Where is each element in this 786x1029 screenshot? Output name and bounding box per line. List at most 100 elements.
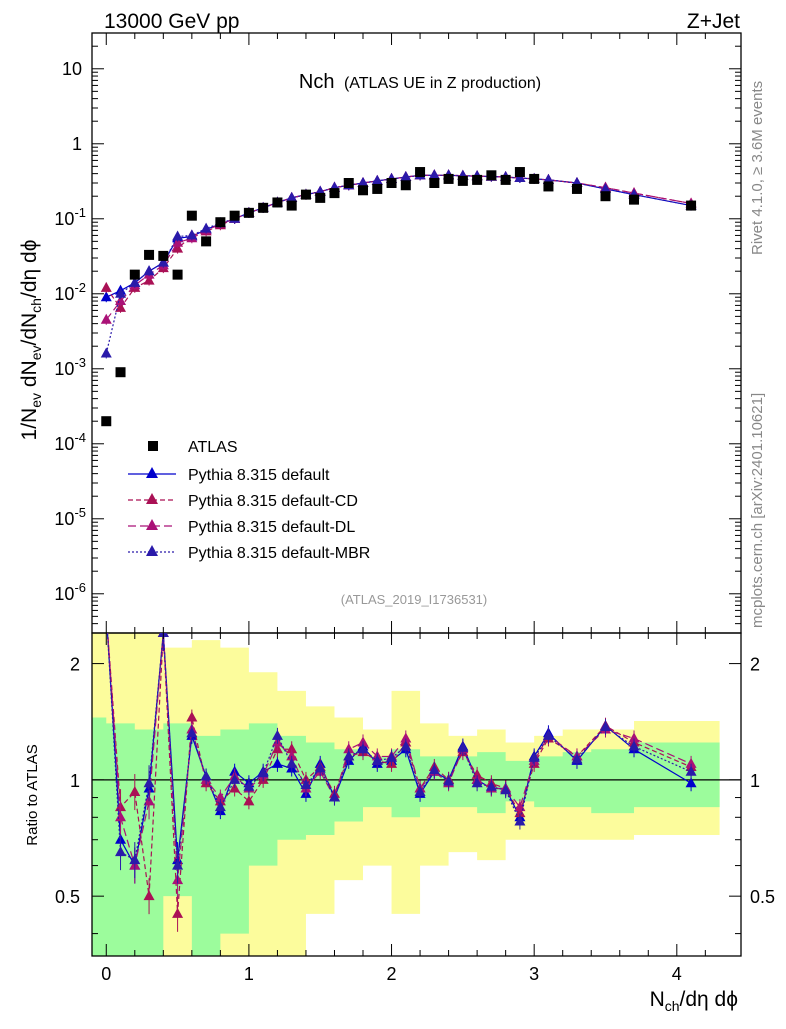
point-atlas bbox=[429, 178, 440, 188]
point-mbr bbox=[157, 256, 169, 267]
y-tick-label-main: 10-3 bbox=[54, 355, 86, 379]
ratio-point-mbr bbox=[457, 741, 469, 752]
point-mbr bbox=[542, 173, 554, 184]
point-mbr bbox=[400, 171, 412, 182]
point-atlas bbox=[115, 367, 126, 378]
point-atlas bbox=[457, 175, 468, 186]
point-cd bbox=[115, 301, 127, 312]
point-mbr bbox=[428, 169, 440, 180]
ratio-point-cd bbox=[186, 711, 198, 722]
point-mbr bbox=[115, 287, 127, 298]
ratio-point-mbr bbox=[685, 765, 697, 776]
point-atlas bbox=[215, 217, 226, 228]
axis-ticks: 0 1 2 3 4 10-6 10-5 10-4 10-3 10-2 10-1 1 10 0.5 0.5 1 1… bbox=[54, 32, 775, 984]
legend-marker-mbr bbox=[146, 545, 158, 556]
ratio-point-mbr bbox=[386, 751, 398, 762]
y-tick-label-main: 10-1 bbox=[54, 205, 86, 229]
ratio-point-dl bbox=[628, 732, 640, 743]
point-mbr bbox=[143, 265, 155, 276]
point-mbr bbox=[286, 191, 298, 202]
point-atlas bbox=[386, 178, 397, 188]
ratio-point-cd bbox=[129, 786, 141, 797]
point-atlas bbox=[629, 194, 640, 205]
point-atlas bbox=[372, 183, 383, 194]
point-atlas bbox=[571, 183, 582, 194]
point-atlas bbox=[358, 185, 369, 196]
ratio-line-mbr bbox=[106, 633, 692, 866]
ratio-point-dl bbox=[115, 811, 127, 822]
point-atlas bbox=[172, 269, 183, 280]
point-atlas bbox=[529, 173, 540, 184]
ratio-point-cd bbox=[101, 607, 112, 617]
point-atlas bbox=[486, 170, 497, 181]
ratio-point-mbr bbox=[528, 751, 540, 762]
point-mbr bbox=[371, 174, 383, 185]
point-atlas bbox=[415, 167, 426, 178]
x-tick-label: 4 bbox=[672, 964, 682, 984]
mcplots-label: mcplots.cern.ch [arXiv:2401.10621] bbox=[749, 393, 766, 628]
y-tick-label-ratio: 2 bbox=[70, 655, 80, 675]
point-atlas bbox=[400, 180, 411, 191]
ratio-point-default bbox=[685, 777, 697, 788]
analysis-id: (ATLAS_2019_I1736531) bbox=[341, 592, 487, 607]
legend-marker-atlas bbox=[148, 441, 158, 451]
ratio-point-dl bbox=[685, 757, 697, 768]
energy-label: 13000 GeV pp bbox=[104, 10, 239, 33]
ratio-point-mbr bbox=[471, 777, 483, 788]
point-default bbox=[100, 291, 112, 302]
ratio-point-mbr bbox=[129, 854, 141, 865]
ratio-point-cd bbox=[243, 795, 255, 806]
point-mbr bbox=[100, 347, 112, 358]
ratio-point-dl bbox=[400, 732, 412, 743]
ratio-line-cd bbox=[107, 633, 692, 914]
ratio-point-mbr bbox=[400, 740, 412, 751]
point-dl bbox=[100, 313, 112, 324]
legend-marker-dl bbox=[146, 519, 158, 530]
ratio-point-dl bbox=[101, 607, 112, 617]
y-tick-label-ratio-right: 0.5 bbox=[750, 887, 775, 907]
ratio-point-mbr bbox=[371, 754, 383, 765]
ratio-point-mbr bbox=[628, 740, 640, 751]
legend-entry-mbr: Pythia 8.315 default-MBR bbox=[128, 545, 370, 562]
point-atlas bbox=[201, 236, 212, 247]
legend-entry-default: Pythia 8.315 default bbox=[128, 467, 330, 484]
point-atlas bbox=[101, 416, 112, 427]
point-atlas bbox=[686, 200, 697, 211]
point-dl bbox=[115, 295, 127, 306]
ratio-point-mbr bbox=[300, 778, 312, 789]
point-atlas bbox=[129, 269, 140, 280]
point-mbr bbox=[200, 222, 212, 233]
point-atlas bbox=[500, 174, 511, 185]
legend-label-dl: Pythia 8.315 default-DL bbox=[188, 519, 355, 536]
ratio-point-default bbox=[271, 757, 283, 768]
ratio-point-mbr bbox=[286, 757, 298, 768]
ratio-point-cd bbox=[172, 907, 184, 918]
point-atlas bbox=[472, 174, 483, 185]
ratio-point-mbr bbox=[571, 753, 583, 764]
point-atlas bbox=[300, 189, 311, 200]
point-cd bbox=[100, 281, 112, 292]
y-tick-label-main: 1 bbox=[72, 134, 82, 154]
ratio-point-mbr bbox=[343, 750, 355, 761]
series-line-mbr bbox=[105, 174, 692, 354]
y-tick-label-main: 10-2 bbox=[54, 280, 86, 304]
point-atlas bbox=[286, 200, 297, 211]
legend-entry-dl: Pythia 8.315 default-DL bbox=[128, 519, 355, 536]
ratio-point-mbr bbox=[314, 762, 326, 773]
ratio-series bbox=[101, 607, 697, 932]
ratio-point-mbr bbox=[485, 780, 497, 791]
x-tick-label: 0 bbox=[101, 964, 111, 984]
point-atlas bbox=[543, 181, 554, 192]
ratio-point-cd bbox=[143, 890, 155, 901]
point-atlas bbox=[329, 188, 340, 199]
ratio-point-mbr bbox=[542, 729, 554, 740]
point-atlas bbox=[272, 197, 283, 208]
ratio-point-mbr bbox=[428, 764, 440, 775]
y-tick-label-ratio-right: 2 bbox=[750, 655, 760, 675]
legend-marker-default bbox=[146, 467, 158, 478]
y-axis-main-label: 1/Nev dNev/dNch/dη dϕ bbox=[18, 240, 44, 441]
ratio-point-mbr bbox=[271, 729, 283, 740]
y-tick-label-ratio: 0.5 bbox=[55, 887, 80, 907]
ratio-point-cd bbox=[286, 743, 298, 754]
